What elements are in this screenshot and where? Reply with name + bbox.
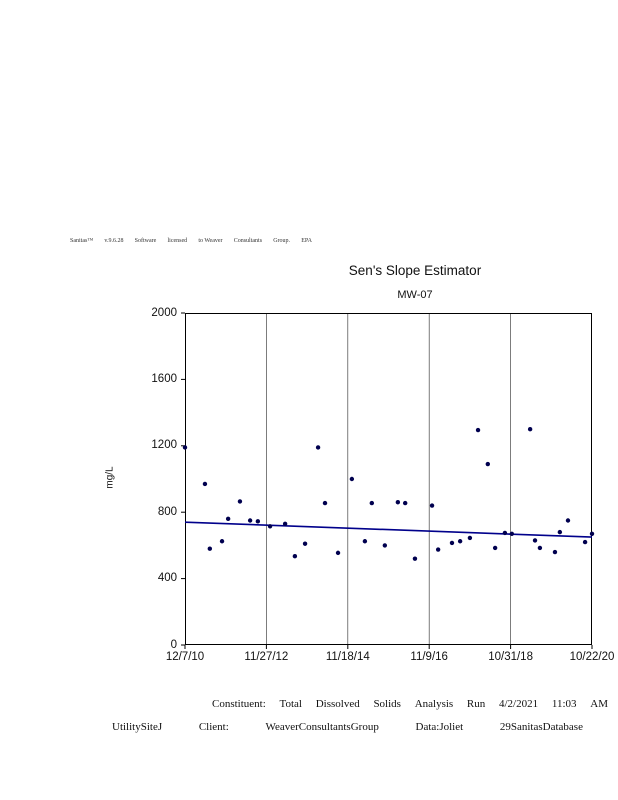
x-tick-label: 12/7/10 — [165, 651, 205, 663]
data-point — [282, 521, 288, 527]
plot-area: 2000 1600 1200 800 400 0 12/7/10 11/27/12 11/18/… — [151, 307, 614, 664]
data-point — [395, 500, 401, 505]
footer-segment: Total — [279, 698, 302, 710]
chart-title: Sen's Slope Estimator — [348, 263, 482, 278]
data-point — [412, 556, 418, 561]
license-segment: Group. — [273, 238, 291, 244]
footer-segment: WeaverConsultantsGroup — [265, 721, 379, 733]
license-segment: EPA — [301, 238, 312, 244]
footer-site-line: UtilitySiteJ Client: WeaverConsultantsGr… — [112, 721, 583, 733]
footer-segment: Dissolved — [315, 698, 360, 710]
footer-analysis-line: Constituent: Total Dissolved Solids Anal… — [212, 698, 608, 710]
data-point — [302, 541, 308, 546]
data-point — [429, 503, 435, 508]
data-point — [557, 529, 563, 535]
data-point — [565, 518, 571, 523]
footer-segment: 29SanitasDatabase — [499, 721, 583, 733]
y-tick-label: 2000 — [151, 306, 177, 319]
data-point — [322, 500, 328, 506]
data-point — [225, 516, 231, 522]
data-point — [402, 500, 408, 506]
data-point — [552, 549, 558, 555]
data-point — [527, 427, 533, 432]
y-tick-label: 1600 — [151, 372, 177, 385]
y-tick-label: 800 — [157, 505, 177, 518]
data-point — [362, 539, 368, 544]
data-point — [255, 519, 261, 524]
data-point — [219, 539, 225, 544]
license-segment: Consultants — [233, 238, 263, 244]
data-point — [315, 445, 321, 450]
trend-line — [184, 521, 593, 538]
data-point — [335, 550, 341, 556]
y-tick-label: 0 — [170, 638, 177, 651]
data-point — [349, 476, 355, 482]
data-point — [475, 427, 481, 433]
license-segment: v.9.6.28 — [104, 238, 124, 244]
data-point — [382, 543, 388, 548]
y-tick-label: 400 — [157, 572, 177, 585]
footer-segment: AM — [590, 698, 608, 710]
license-segment: Software — [134, 238, 157, 244]
license-text: Sanitas™ v.9.6.28 Software licensed to W… — [70, 238, 312, 244]
data-point — [537, 545, 543, 551]
data-point — [267, 524, 273, 529]
data-point — [589, 531, 595, 536]
chart-subtitle: MW-07 — [397, 289, 433, 301]
footer-segment: Data:Joliet — [415, 721, 464, 733]
x-tick-label: 10/22/20 — [569, 651, 615, 663]
y-axis-label: mg/L — [104, 466, 116, 489]
y-tick-label: 1200 — [151, 439, 177, 452]
x-tick-label: 11/27/12 — [244, 651, 289, 663]
data-point — [207, 546, 213, 551]
license-segment: licensed — [167, 238, 188, 244]
footer-segment: 4/2/2021 — [499, 698, 539, 710]
footer-segment: 11:03 — [551, 698, 577, 710]
data-point — [202, 481, 208, 487]
data-point — [449, 540, 455, 546]
x-tick-label: 11/9/16 — [410, 651, 448, 663]
footer-segment: Solids — [373, 698, 401, 710]
license-segment: to Weaver — [198, 238, 223, 244]
footer-segment: Constituent: — [212, 698, 266, 710]
data-point — [457, 539, 463, 544]
x-tick-label: 11/18/14 — [325, 651, 370, 663]
data-point — [247, 518, 253, 523]
license-segment: Sanitas™ — [70, 238, 94, 244]
data-point — [237, 499, 243, 504]
data-point — [369, 500, 375, 506]
footer-segment: Run — [466, 698, 486, 710]
data-point — [532, 538, 538, 543]
data-point — [502, 530, 508, 536]
data-point — [435, 547, 441, 552]
scatter-plot — [181, 312, 595, 649]
data-point — [582, 539, 588, 545]
footer-segment: UtilitySiteJ — [112, 721, 163, 733]
data-point — [509, 531, 515, 536]
data-point — [485, 461, 491, 467]
data-point — [182, 445, 188, 450]
footer-segment: Analysis — [414, 698, 454, 710]
plot-border — [185, 313, 592, 645]
data-point — [492, 545, 498, 551]
footer-segment: Client: — [198, 721, 229, 733]
data-point — [467, 535, 473, 541]
x-tick-label: 10/31/18 — [488, 651, 533, 663]
data-point — [292, 553, 298, 559]
